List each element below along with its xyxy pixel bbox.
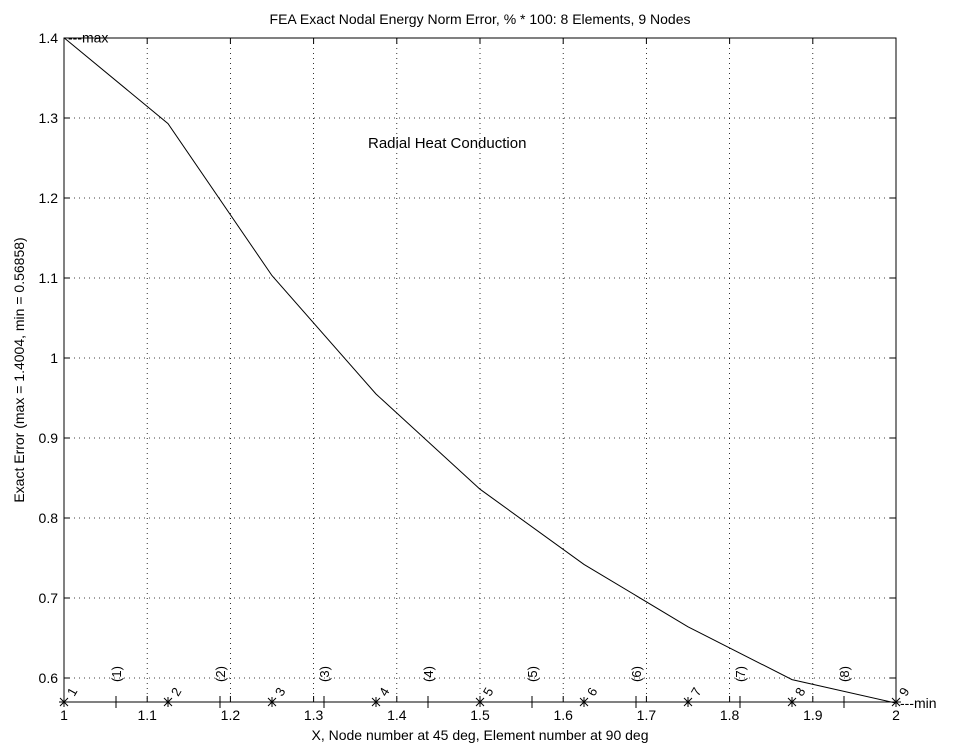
y-tick-label: 0.8 (39, 510, 59, 526)
x-tick-label: 1.4 (387, 707, 407, 723)
element-label: (1) (109, 666, 124, 682)
node-marker-stroke (267, 697, 277, 707)
element-label: (5) (525, 666, 540, 682)
series (59, 37, 901, 707)
element-label: (2) (213, 666, 228, 682)
chart-title: FEA Exact Nodal Energy Norm Error, % * 1… (270, 11, 691, 27)
element-label: (7) (733, 666, 748, 682)
x-tick-label: 1.2 (221, 707, 241, 723)
x-tick-label: 1.6 (553, 707, 573, 723)
node-marker-stroke (163, 697, 173, 707)
node-marker-stroke (787, 697, 797, 707)
node-marker (371, 697, 381, 707)
y-tick-label: 0.9 (39, 430, 59, 446)
element-label: (3) (317, 666, 332, 682)
element-label: (4) (421, 666, 436, 682)
y-tick-label: 1.4 (39, 30, 59, 46)
error-line (63, 37, 897, 704)
x-tick-label: 1.8 (720, 707, 740, 723)
y-tick-label: 1.1 (39, 270, 59, 286)
y-tick-label: 1.3 (39, 110, 59, 126)
node-marker-stroke (59, 697, 69, 707)
x-axis-label: X, Node number at 45 deg, Element number… (312, 727, 649, 743)
node-marker (475, 697, 485, 707)
element-label: (8) (837, 666, 852, 682)
axis-ticks (63, 37, 897, 702)
node-marker-stroke (891, 697, 901, 707)
x-tick-label: 1.1 (137, 707, 157, 723)
node-marker (683, 697, 693, 707)
annotation-text: Radial Heat Conduction (368, 135, 526, 152)
min-label: ---min (900, 695, 937, 711)
x-tick-label: 1.9 (803, 707, 823, 723)
x-tick-label: 1.5 (470, 707, 490, 723)
node-marker (267, 697, 277, 707)
y-tick-label: 0.6 (39, 670, 59, 686)
x-tick-label: 1.7 (637, 707, 657, 723)
y-axis-label: Exact Error (max = 1.4004, min = 0.56858… (11, 237, 27, 502)
x-tick-label: 1.3 (304, 707, 324, 723)
max-label: ---max (68, 30, 108, 46)
node-marker-stroke (683, 697, 693, 707)
node-marker (579, 697, 589, 707)
y-tick-label: 1.2 (39, 190, 59, 206)
element-marks (115, 696, 845, 708)
node-marker (787, 697, 797, 707)
node-marker-stroke (371, 697, 381, 707)
y-tick-label: 0.7 (39, 590, 59, 606)
x-tick-label: 2 (892, 707, 900, 723)
grid (64, 38, 896, 702)
node-marker (163, 697, 173, 707)
y-tick-label: 1 (50, 350, 58, 366)
node-marker-stroke (579, 697, 589, 707)
node-marker (891, 697, 901, 707)
node-marker (59, 697, 69, 707)
x-tick-label: 1 (60, 707, 68, 723)
node-marker-stroke (475, 697, 485, 707)
element-label: (6) (629, 666, 644, 682)
